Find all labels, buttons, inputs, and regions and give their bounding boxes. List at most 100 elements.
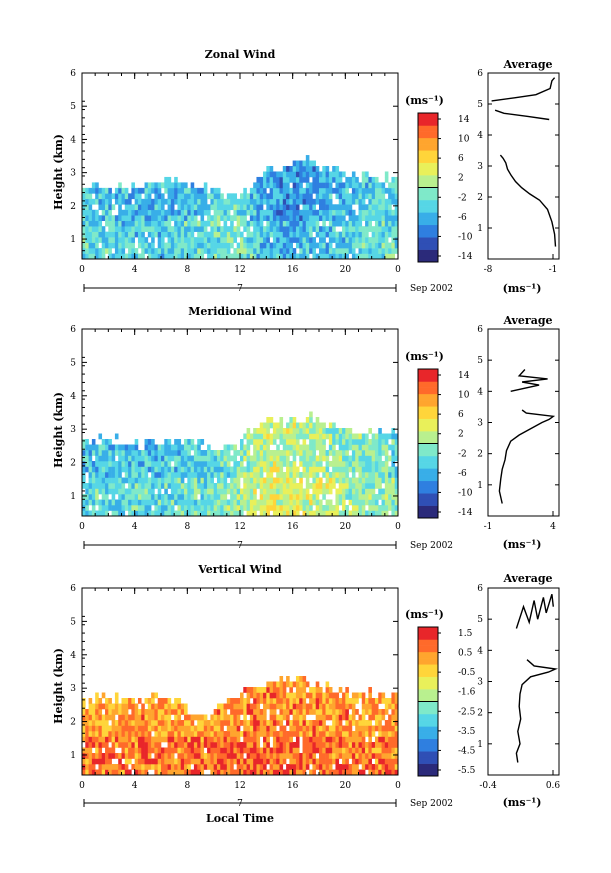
heatmap-cell xyxy=(325,477,330,484)
heatmap-cell xyxy=(272,176,277,183)
heatmap-cell xyxy=(305,681,310,688)
heatmap-cell xyxy=(325,455,330,462)
colorbar-segment xyxy=(418,162,438,170)
heatmap-cell xyxy=(292,160,297,167)
heatmap-cell xyxy=(190,510,195,517)
heatmap-cell xyxy=(309,450,313,456)
heatmap-cell xyxy=(361,209,366,216)
heatmap-cell xyxy=(157,703,162,710)
heatmap-cell xyxy=(365,747,369,754)
heatmap-cell xyxy=(121,461,126,467)
heatmap-cell xyxy=(384,237,389,243)
heatmap-cell xyxy=(319,477,323,484)
heatmap-cell xyxy=(154,725,159,732)
heatmap-cell xyxy=(368,461,372,467)
heatmap-cell xyxy=(246,193,251,200)
heatmap-cell xyxy=(190,204,195,211)
heatmap-cell xyxy=(246,198,251,205)
heatmap-cell xyxy=(161,698,165,704)
heatmap-cell xyxy=(108,204,112,211)
heatmap-cell xyxy=(263,747,267,754)
heatmap-cell xyxy=(365,444,369,451)
heatmap-cell xyxy=(124,731,129,737)
heatmap-cell xyxy=(243,433,247,440)
heatmap-cell xyxy=(388,472,392,478)
heatmap-cell xyxy=(368,769,372,776)
heatmap-cell xyxy=(134,488,139,495)
heatmap-cell xyxy=(355,731,359,737)
heatmap-cell xyxy=(345,709,349,715)
heatmap-cell xyxy=(105,725,109,732)
heatmap-cell xyxy=(213,231,218,238)
heatmap-cell xyxy=(315,692,320,699)
heatmap-cell xyxy=(328,226,333,232)
heatmap-cell xyxy=(200,736,205,743)
heatmap-cell xyxy=(101,444,106,451)
heatmap-cell xyxy=(286,226,290,232)
heatmap-cell xyxy=(233,488,238,495)
heatmap-cell xyxy=(151,488,155,495)
heatmap-cell xyxy=(111,769,116,776)
heatmap-cell xyxy=(276,433,280,440)
heatmap-cell xyxy=(335,736,340,743)
heatmap-cell xyxy=(154,510,159,517)
heatmap-cell xyxy=(249,736,254,743)
heatmap-cell xyxy=(384,758,389,765)
heatmap-cell xyxy=(151,747,155,754)
heatmap-cell xyxy=(266,253,270,260)
heatmap-cell xyxy=(167,182,172,189)
heatmap-cell xyxy=(355,215,359,222)
heatmap-cell xyxy=(315,477,320,484)
colorbar-segment xyxy=(418,658,438,665)
heatmap-cell xyxy=(325,758,330,765)
heatmap-cell xyxy=(309,769,313,776)
heatmap-cell xyxy=(157,731,162,737)
heatmap-cell xyxy=(256,698,261,704)
heatmap-cell xyxy=(286,676,290,682)
heatmap-cell xyxy=(190,494,195,500)
heatmap-cell xyxy=(295,209,300,216)
heatmap-cell xyxy=(309,742,313,748)
heatmap-cell xyxy=(111,747,116,754)
heatmap-cell xyxy=(391,455,396,462)
heatmap-cell xyxy=(82,187,86,194)
heatmap-cell xyxy=(216,736,221,743)
heatmap-cell xyxy=(319,193,323,200)
heatmap-cell xyxy=(157,747,162,754)
heatmap-cell xyxy=(335,510,340,517)
heatmap-cell xyxy=(210,720,214,726)
heatmap-cell xyxy=(332,171,336,178)
heatmap-cell xyxy=(177,237,182,243)
heatmap-cell xyxy=(105,193,109,200)
heatmap-cell xyxy=(391,215,396,222)
heatmap-cell xyxy=(230,505,234,511)
heatmap-cell xyxy=(154,220,159,227)
heatmap-cell xyxy=(200,505,205,511)
heatmap-cell xyxy=(391,483,396,489)
heatmap-cell xyxy=(259,187,264,194)
heatmap-cell xyxy=(190,237,195,243)
heatmap-cell xyxy=(256,499,261,506)
heatmap-cell xyxy=(167,477,172,484)
heatmap-cell xyxy=(216,510,221,517)
heatmap-cell xyxy=(299,220,303,227)
heatmap-cell xyxy=(286,182,290,189)
heatmap-cell xyxy=(207,483,211,489)
heatmap-cell xyxy=(203,510,208,517)
heatmap-cell xyxy=(282,725,287,732)
heatmap-cell xyxy=(233,461,238,467)
heatmap-cell xyxy=(279,237,284,243)
heatmap-cell xyxy=(177,231,182,238)
zonal-average-frame xyxy=(487,72,560,260)
heatmap-cell xyxy=(157,725,162,732)
heatmap-cell xyxy=(114,198,119,205)
zonal-colorbar-unit: (ms⁻¹) xyxy=(405,94,444,107)
heatmap-cell xyxy=(151,714,155,721)
heatmap-cell xyxy=(207,253,211,260)
heatmap-cell xyxy=(243,215,247,222)
heatmap-cell xyxy=(114,450,119,456)
heatmap-cell xyxy=(190,461,195,467)
heatmap-cell xyxy=(240,488,244,495)
colorbar-tick-label: 14 xyxy=(458,371,470,381)
